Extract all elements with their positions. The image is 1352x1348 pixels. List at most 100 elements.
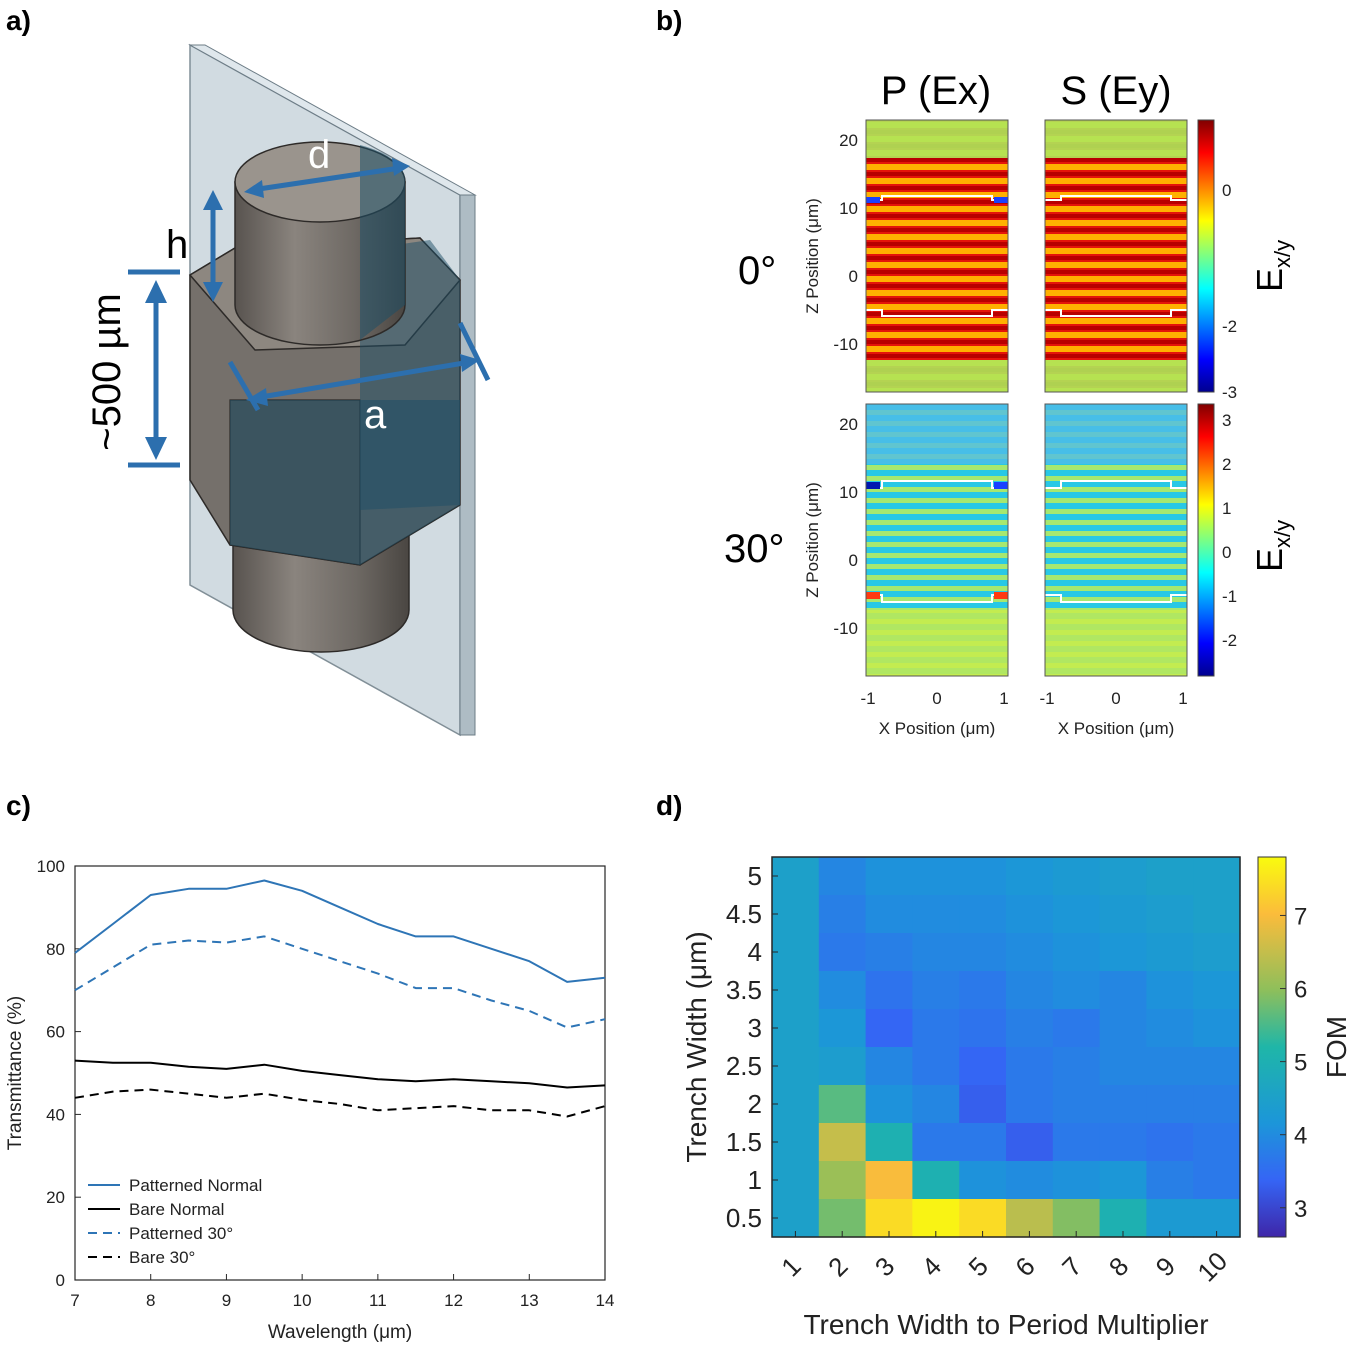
heatmap-cell: [1146, 1009, 1194, 1048]
c-ytick-label: 20: [46, 1188, 65, 1207]
b-xtick-s-m1: -1: [1039, 689, 1054, 708]
d-xtick-label: 9: [1150, 1251, 1181, 1282]
colorbar-top: [1197, 119, 1215, 393]
cbar-bot-tick-2: 2: [1222, 455, 1231, 474]
d-xtick-label: 3: [869, 1251, 900, 1282]
svg-text:E: E: [1249, 548, 1290, 572]
cbar-top-tick-m3: -3: [1222, 383, 1237, 402]
d-ytick-label: 5: [748, 861, 762, 891]
b-ytick-bot-m10: -10: [833, 619, 858, 638]
heatmap-cell: [772, 1123, 820, 1162]
heatmap-cell: [912, 971, 960, 1010]
heatmap-cell: [1006, 857, 1054, 896]
c-series-line-1: [74, 1059, 606, 1089]
heatmap-cell: [865, 1161, 913, 1200]
d-xtick-label: 5: [963, 1251, 994, 1282]
heatmap-cell: [1006, 1123, 1054, 1162]
heatmap-cell: [772, 971, 820, 1010]
heatmap-cell: [818, 895, 867, 934]
c-series-line-2: [74, 935, 606, 1029]
svg-text:x/y: x/y: [1270, 520, 1295, 548]
heatmap-cell: [1099, 1085, 1147, 1124]
cbar-bot-tick-3: 3: [1222, 411, 1231, 430]
device-illustration: d h a ~500 µm: [85, 43, 491, 737]
heatmap-cell: [959, 971, 1007, 1010]
heatmap-cell: [1006, 1085, 1054, 1124]
d-cbar-tick-label: 7: [1294, 903, 1307, 930]
heatmap-cell: [772, 1047, 820, 1086]
c-ytick-label: 40: [46, 1105, 65, 1124]
c-axes: [74, 865, 606, 1281]
c-xtick-label: 7: [70, 1291, 79, 1310]
c-ytick-label: 0: [56, 1271, 65, 1290]
d-xtick-label: 4: [916, 1251, 947, 1282]
heatmap-cell: [1052, 857, 1101, 896]
height-label: ~500 µm: [85, 293, 129, 451]
heatmap-cell: [1006, 1161, 1054, 1200]
d-xtick-label: 2: [822, 1251, 853, 1282]
heatmap-cell: [912, 1009, 960, 1048]
heatmap-cell: [1052, 933, 1101, 972]
heatmap-cell: [959, 1123, 1007, 1162]
d-cbar-tick-label: 5: [1294, 1050, 1307, 1077]
d-ytick-label: 2: [748, 1089, 762, 1119]
d-xtick-label: 1: [775, 1251, 806, 1282]
heatmap-cell: [865, 1047, 913, 1086]
heatmap-cell: [818, 1009, 867, 1048]
c-xtick-label: 11: [369, 1291, 387, 1310]
heatmap-cell: [1052, 895, 1101, 934]
cbar-bot-tick-m2: -2: [1222, 631, 1237, 650]
cbar-bot-tick-0: 0: [1222, 543, 1231, 562]
c-ytick-label: 60: [46, 1023, 65, 1042]
heatmap-cell: [772, 1009, 820, 1048]
d-ytick-label: 4: [748, 937, 762, 967]
heatmap-cell: [818, 857, 867, 896]
heatmap-cell: [1052, 1009, 1101, 1048]
heatmap-cell: [912, 1085, 960, 1124]
b-xtick-s-1: 1: [1178, 689, 1187, 708]
c-ylabel: Transmittance (%): [5, 996, 26, 1151]
heatmap-cell: [1146, 1161, 1194, 1200]
row-title-30deg: 30°: [724, 527, 785, 571]
heatmap-cell: [1052, 1161, 1101, 1200]
c-series-line-0: [74, 879, 606, 983]
heatmap-cell: [818, 933, 867, 972]
b-xtick-p-1: 1: [999, 689, 1008, 708]
cbar-top-tick-0: 0: [1222, 181, 1231, 200]
heatmap-cell: [912, 857, 960, 896]
c-xtick-label: 14: [596, 1291, 615, 1310]
c-ytick-label: 100: [37, 857, 65, 876]
d-colorbar: [1257, 856, 1287, 1238]
b-ytick-top-0: 0: [849, 267, 858, 286]
heatmap-cell: [912, 1047, 960, 1086]
b-ytick-bot-0: 0: [849, 551, 858, 570]
cbar-bot-tick-m1: -1: [1222, 587, 1237, 606]
c-legend-label: Bare 30°: [129, 1248, 195, 1267]
heatmap-cell: [1099, 1009, 1147, 1048]
c-legend-label: Bare Normal: [129, 1200, 224, 1219]
heatmap-cell: [818, 1123, 867, 1162]
d-xlabel: Trench Width to Period Multiplier: [803, 1309, 1208, 1340]
row-title-0deg: 0°: [738, 249, 776, 293]
heatmap-cell: [912, 895, 960, 934]
heatmap-cell: [1006, 1047, 1054, 1086]
col-title-s: S (Ey): [1060, 69, 1171, 113]
heatmap-cell: [1193, 895, 1241, 934]
d-ytick-label: 3: [748, 1013, 762, 1043]
heatmap-cell: [1052, 1123, 1101, 1162]
cbar-top-tick-m2: -2: [1222, 317, 1237, 336]
heatmap-cell: [865, 971, 913, 1010]
panel-c-label: c): [6, 790, 31, 821]
heatmap-cell: [1099, 1161, 1147, 1200]
map-s-0deg: [1045, 120, 1187, 392]
b-ytick-top-20: 20: [839, 131, 858, 150]
d-cbar-tick-label: 6: [1294, 977, 1307, 1004]
heatmap-cell: [912, 1123, 960, 1162]
heatmap-cell: [1193, 857, 1241, 896]
heatmap-cell: [772, 895, 820, 934]
d-ytick-label: 1.5: [726, 1127, 762, 1157]
d-ytick-label: 4.5: [726, 899, 762, 929]
heatmap-cell: [818, 1085, 867, 1124]
heatmap-cell: [1052, 1047, 1101, 1086]
heatmap-cell: [1193, 933, 1241, 972]
